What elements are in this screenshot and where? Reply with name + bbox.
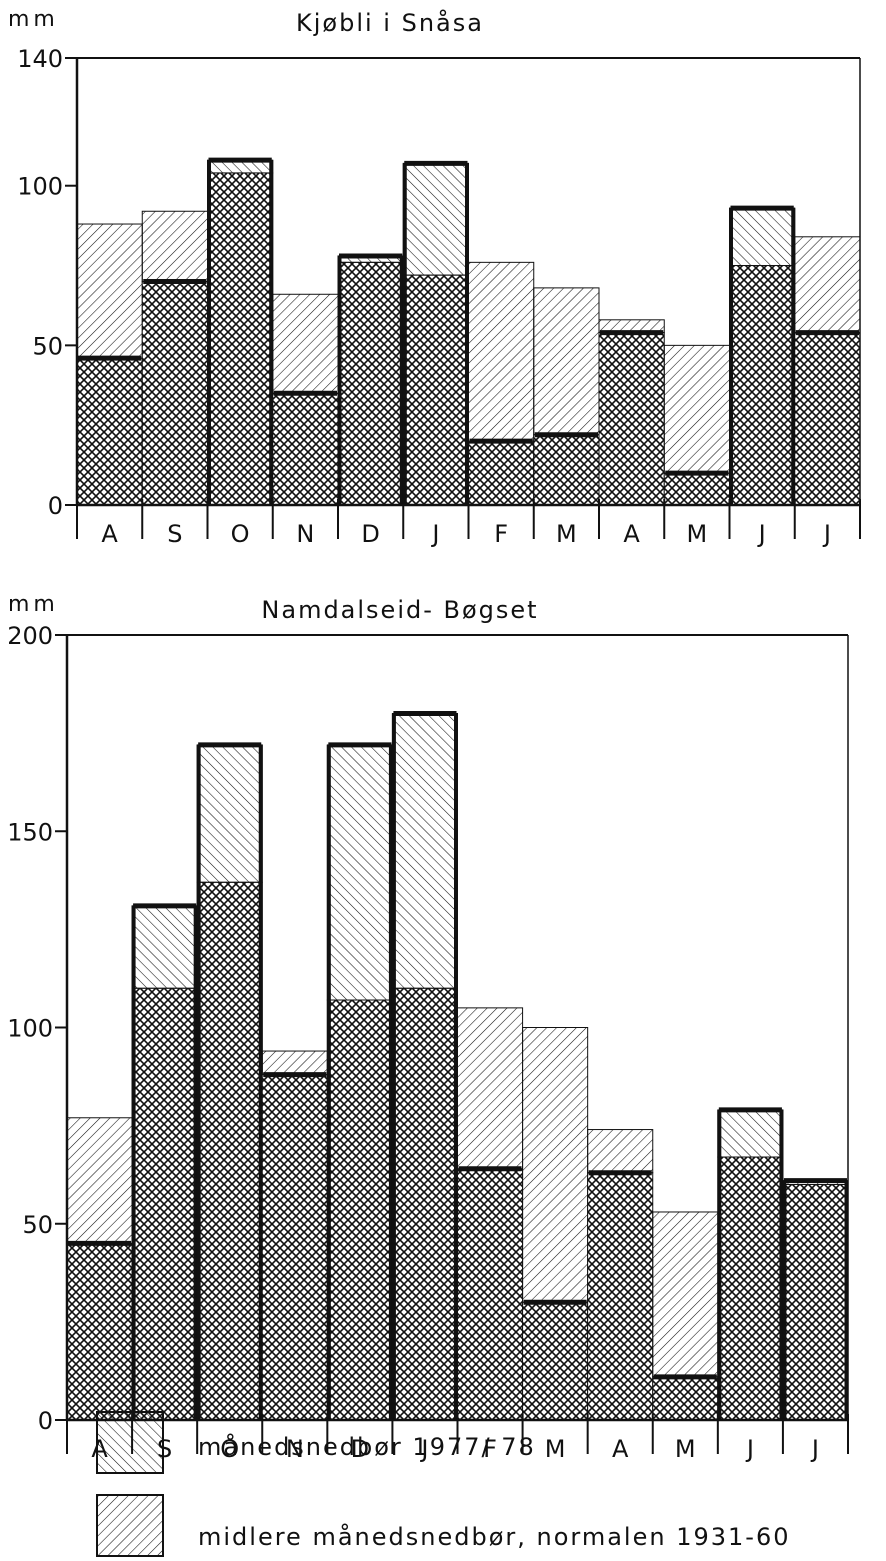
overlap-bar (402, 274, 469, 506)
overlap-bar (652, 1376, 719, 1421)
x-tick-label: A (101, 520, 118, 548)
namdalseid-title: Namdalseid- Bøgset (261, 596, 538, 624)
deficit-bar (468, 261, 535, 442)
y-tick-label: 150 (7, 818, 53, 846)
overlap-bar (76, 357, 143, 506)
excess-bar (729, 207, 796, 267)
overlap-bar (729, 265, 796, 506)
deficit-bar (141, 210, 208, 282)
x-tick-label: M (687, 520, 708, 548)
overlap-bar (468, 440, 535, 506)
excess-bar (326, 744, 393, 1001)
legend-item-1977-78: månedsnedbør 1977/ 78 (96, 1411, 536, 1474)
overlap-bar (598, 332, 665, 506)
legend-item-normal: midlere månedsnedbør, normalen 1931-60 (96, 1494, 790, 1557)
namdalseid-bars (66, 711, 849, 1421)
overlap-bar (261, 1074, 328, 1421)
deficit-bar (76, 223, 143, 359)
deficit-bar (457, 1007, 524, 1170)
kjobli-bars (76, 157, 861, 506)
overlap-bar (66, 1242, 133, 1421)
x-tick-label: J (745, 1435, 754, 1463)
x-tick-label: M (556, 520, 577, 548)
overlap-bar (522, 1301, 589, 1421)
excess-bar (717, 1109, 784, 1158)
deficit-bar (66, 1117, 133, 1244)
y-tick-label: 50 (32, 332, 63, 360)
y-tick-label: 0 (48, 492, 63, 520)
legend-label-normal: midlere månedsnedbør, normalen 1931-60 (198, 1522, 790, 1551)
overlap-bar (457, 1168, 524, 1421)
x-tick-label: J (430, 520, 439, 548)
kjobli-y-unit: mm (8, 7, 59, 32)
y-tick-label: 140 (17, 45, 63, 73)
y-tick-label: 100 (7, 1015, 53, 1043)
overlap-bar (337, 261, 404, 506)
x-tick-label: O (220, 1435, 239, 1463)
kjobli-axes: A S O N D J F M A M J J 0 50 100 140 (17, 45, 861, 548)
overlap-bar (391, 987, 458, 1421)
namdalseid-y-unit: mm (8, 592, 59, 617)
deficit-bar (261, 1050, 328, 1076)
overlap-bar (326, 999, 393, 1421)
deficit-bar (522, 1027, 589, 1303)
overlap-bar (587, 1172, 654, 1421)
y-tick-label: 0 (38, 1407, 53, 1435)
x-tick-label: D (351, 1435, 369, 1463)
overlap-bar (717, 1156, 784, 1421)
deficit-bar (663, 344, 730, 474)
legend-swatch-back-hatch (96, 1411, 164, 1474)
x-tick-label: J (757, 520, 766, 548)
legend-label-1977-78: månedsnedbør 1977/ 78 (198, 1432, 536, 1461)
chart-namdalseid: ASONDJFMAMJJ050100150200 mm Namdalseid- … (7, 592, 849, 1463)
deficit-bar (794, 236, 861, 334)
overlap-bar (141, 281, 208, 506)
x-tick-label: J (419, 1435, 428, 1463)
excess-bar (196, 744, 263, 883)
namdalseid-axes: ASONDJFMAMJJ050100150200 (7, 622, 849, 1463)
overlap-bar (207, 172, 274, 506)
deficit-bar (587, 1129, 654, 1174)
overlap-bar (782, 1184, 849, 1421)
x-tick-label: F (483, 1435, 497, 1463)
deficit-bar (652, 1211, 719, 1378)
x-tick-label: F (494, 520, 508, 548)
chart-kjobli: A S O N D J F M A M J J 0 50 100 140 mm Kjøbli i Snåsa (8, 7, 861, 548)
x-tick-label: D (361, 520, 379, 548)
kjobli-title: Kjøbli i Snåsa (296, 8, 484, 37)
overlap-bar (272, 392, 339, 506)
x-tick-label: M (675, 1435, 696, 1463)
overlap-bar (663, 472, 730, 506)
overlap-bar (131, 987, 198, 1421)
x-tick-label: A (623, 520, 640, 548)
x-tick-label: S (167, 520, 182, 548)
overlap-bar (533, 434, 600, 506)
x-tick-label: J (822, 520, 831, 548)
y-tick-label: 200 (7, 622, 53, 650)
excess-bar (131, 905, 198, 989)
x-tick-label: N (286, 1435, 304, 1463)
x-tick-label: N (296, 520, 314, 548)
x-tick-label: O (231, 520, 250, 548)
y-tick-label: 100 (17, 173, 63, 201)
deficit-bar (272, 293, 339, 394)
overlap-bar (794, 332, 861, 506)
x-tick-label: M (545, 1435, 566, 1463)
overlap-bar (196, 881, 263, 1421)
deficit-bar (533, 287, 600, 436)
x-tick-label: J (810, 1435, 819, 1463)
legend: månedsnedbør 1977/ 78 midlere månedsnedb… (96, 1411, 790, 1557)
y-tick-label: 50 (22, 1211, 53, 1239)
excess-bar (402, 162, 469, 276)
legend-swatch-forward-hatch (96, 1494, 164, 1557)
x-tick-label: A (612, 1435, 629, 1463)
excess-bar (391, 713, 458, 989)
